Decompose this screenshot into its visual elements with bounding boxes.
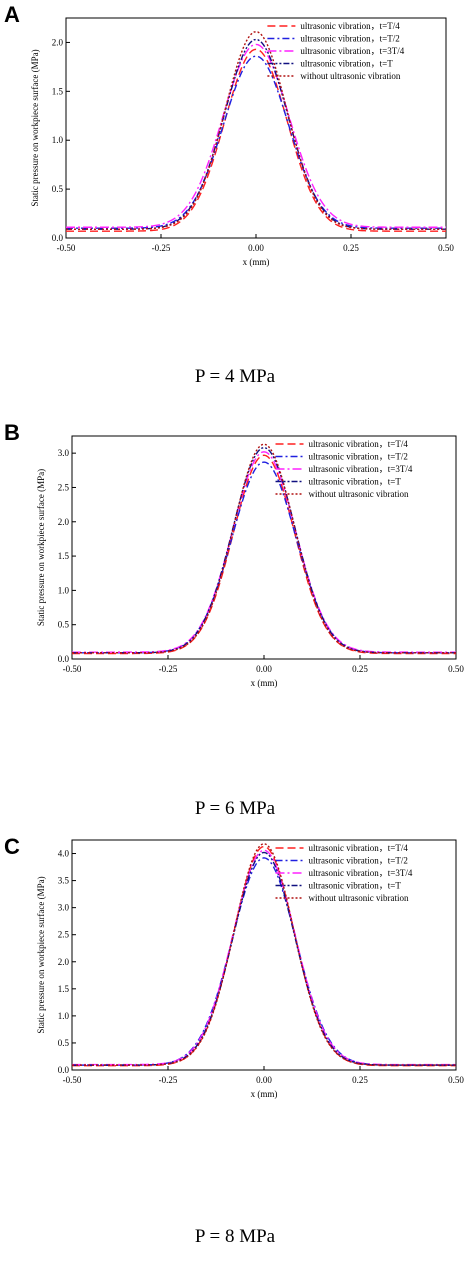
y-tick-label: 3.0 [58, 903, 70, 913]
y-axis-label: Static pressure on workpiece surface (MP… [36, 876, 46, 1033]
legend-label: ultrasonic vibration，t=3T/4 [309, 464, 413, 474]
legend-label: ultrasonic vibration，t=T/4 [309, 843, 409, 853]
x-tick-label: 0.50 [448, 1075, 464, 1085]
legend-label: ultrasonic vibration，t=3T/4 [300, 46, 404, 56]
y-tick-label: 2.0 [52, 37, 64, 47]
x-tick-label: -0.25 [159, 664, 178, 674]
legend-label: ultrasonic vibration，t=T [309, 477, 402, 487]
x-tick-label: 0.00 [256, 664, 272, 674]
legend-label: ultrasonic vibration，t=T/4 [309, 439, 409, 449]
panel-label: B [4, 420, 20, 445]
y-tick-label: 0.0 [52, 233, 64, 243]
x-tick-label: 0.50 [448, 664, 464, 674]
series-line-t4 [72, 454, 456, 655]
y-tick-label: 1.5 [52, 86, 64, 96]
y-tick-label: 0.5 [58, 620, 70, 630]
series-line-none [66, 30, 446, 230]
series-line-t34 [66, 43, 446, 228]
x-axis-label: x (mm) [243, 257, 270, 267]
y-tick-label: 1.5 [58, 984, 70, 994]
chart-svg: -0.50 -0.25 0.00 0.25 0.50 0.0 0.5 1.0 1.5 2.0 x (… [30, 17, 454, 267]
y-tick-label: 0.0 [58, 1065, 70, 1075]
chart-panel-a: A -0.50 -0.25 0.00 0.25 0.50 0.0 0.5 1.0 1.5 2.0 x… [0, 0, 470, 410]
legend-label: ultrasonic vibration，t=T/2 [309, 856, 408, 866]
y-tick-label: 3.5 [58, 876, 70, 886]
x-tick-label: -0.50 [63, 664, 82, 674]
chart-svg: -0.50 -0.25 0.00 0.25 0.50 0.0 0.5 1.0 1.5 2.0 2.5… [36, 435, 464, 688]
y-tick-label: 0.0 [58, 654, 70, 664]
legend-label: without ultrasonic vibration [309, 489, 409, 499]
y-tick-label: 1.0 [52, 135, 64, 145]
x-tick-label: -0.25 [159, 1075, 178, 1085]
chart-panel-c: C -0.50 -0.25 0.00 0.25 0.50 0.0 0.5 1.0 1.5 2.0 2… [0, 832, 470, 1247]
y-tick-label: 2.5 [58, 930, 70, 940]
legend-label: ultrasonic vibration，t=T/2 [300, 34, 399, 44]
series-line-none [72, 443, 456, 654]
y-axis-label: Static pressure on workpiece surface (MP… [36, 469, 46, 626]
x-tick-label: 0.25 [352, 1075, 368, 1085]
x-tick-label: 0.50 [438, 243, 454, 253]
x-tick-label: 0.00 [248, 243, 264, 253]
x-tick-label: 0.25 [352, 664, 368, 674]
y-tick-label: 2.5 [58, 482, 70, 492]
x-tick-label: -0.50 [63, 1075, 82, 1085]
legend-label: ultrasonic vibration，t=T/2 [309, 452, 408, 462]
x-tick-label: -0.50 [57, 243, 76, 253]
legend-label: ultrasonic vibration，t=T [300, 59, 393, 69]
x-axis-label: x (mm) [251, 1089, 278, 1099]
series-line-none [72, 843, 456, 1066]
chart-caption: P = 8 MPa [194, 1226, 276, 1247]
series-line-t2 [66, 55, 446, 229]
x-axis-label: x (mm) [251, 678, 278, 688]
x-tick-label: 0.00 [256, 1075, 272, 1085]
y-tick-label: 2.0 [58, 517, 70, 527]
y-tick-label: 3.0 [58, 448, 70, 458]
legend-label: ultrasonic vibration，t=T [309, 881, 402, 891]
legend-label: without ultrasonic vibration [300, 71, 400, 81]
chart-caption: P = 4 MPa [194, 366, 276, 387]
y-tick-label: 2.0 [58, 957, 70, 967]
y-tick-label: 1.0 [58, 585, 70, 595]
legend-label: ultrasonic vibration，t=T/4 [300, 21, 400, 31]
x-tick-label: -0.25 [152, 243, 171, 253]
panel-label: A [4, 2, 20, 27]
legend-label: ultrasonic vibration，t=3T/4 [309, 868, 413, 878]
y-tick-label: 1.0 [58, 1011, 70, 1021]
y-tick-label: 1.5 [58, 551, 70, 561]
chart-svg: -0.50 -0.25 0.00 0.25 0.50 0.0 0.5 1.0 1.5 2.0 2.5… [36, 839, 464, 1099]
series-line-t4 [72, 845, 456, 1067]
y-tick-label: 4.0 [58, 849, 70, 859]
x-tick-label: 0.25 [343, 243, 359, 253]
y-tick-label: 0.5 [58, 1038, 70, 1048]
legend-label: without ultrasonic vibration [309, 893, 409, 903]
y-tick-label: 0.5 [52, 184, 64, 194]
panel-label: C [4, 834, 20, 859]
y-axis-label: Static pressure on workpiece surface (MP… [30, 49, 40, 206]
chart-caption: P = 6 MPa [194, 798, 276, 819]
series-line-t4 [66, 48, 446, 232]
chart-panel-b: B -0.50 -0.25 0.00 0.25 0.50 0.0 0.5 1.0 1.5 2.0 2… [0, 418, 470, 828]
